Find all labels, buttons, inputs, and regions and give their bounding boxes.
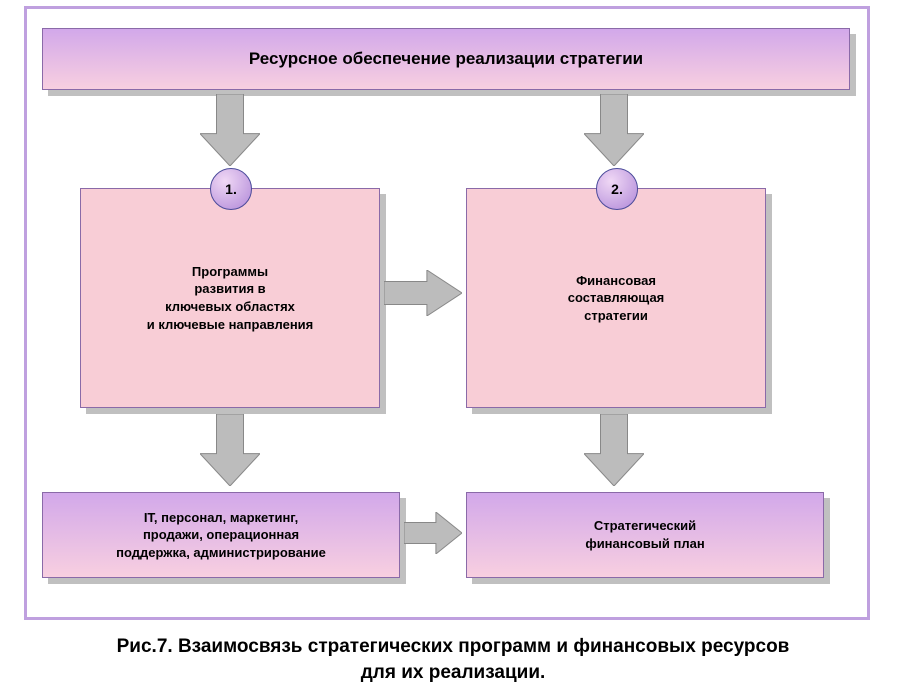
figure-caption: Рис.7. Взаимосвязь стратегических програ… — [10, 634, 896, 685]
arrow-down-top-0 — [200, 94, 260, 166]
box-2: Финансовая составляющая стратегии — [466, 188, 766, 408]
arrow-middle — [384, 270, 462, 316]
caption-line-1: Рис.7. Взаимосвязь стратегических програ… — [10, 634, 896, 660]
box-2-label: Финансовая составляющая стратегии — [560, 268, 673, 329]
arrow-down-bottom-1 — [584, 414, 644, 486]
circle-2: 2. — [596, 168, 638, 210]
box-3: IT, персонал, маркетинг, продажи, операц… — [42, 492, 400, 578]
arrow-down-bottom-0 — [200, 414, 260, 486]
top-box-label: Ресурсное обеспечение реализации стратег… — [241, 44, 651, 75]
top-box: Ресурсное обеспечение реализации стратег… — [42, 28, 850, 90]
arrow-bottom — [404, 512, 462, 554]
box-1-label: Программы развития в ключевых областях и… — [139, 259, 322, 337]
box-4-label: Стратегический финансовый план — [577, 513, 712, 556]
caption-line-2: для их реализации. — [10, 660, 896, 686]
arrow-down-top-1 — [584, 94, 644, 166]
circle-1: 1. — [210, 168, 252, 210]
box-4: Стратегический финансовый план — [466, 492, 824, 578]
box-1: Программы развития в ключевых областях и… — [80, 188, 380, 408]
box-3-label: IT, персонал, маркетинг, продажи, операц… — [108, 505, 334, 566]
